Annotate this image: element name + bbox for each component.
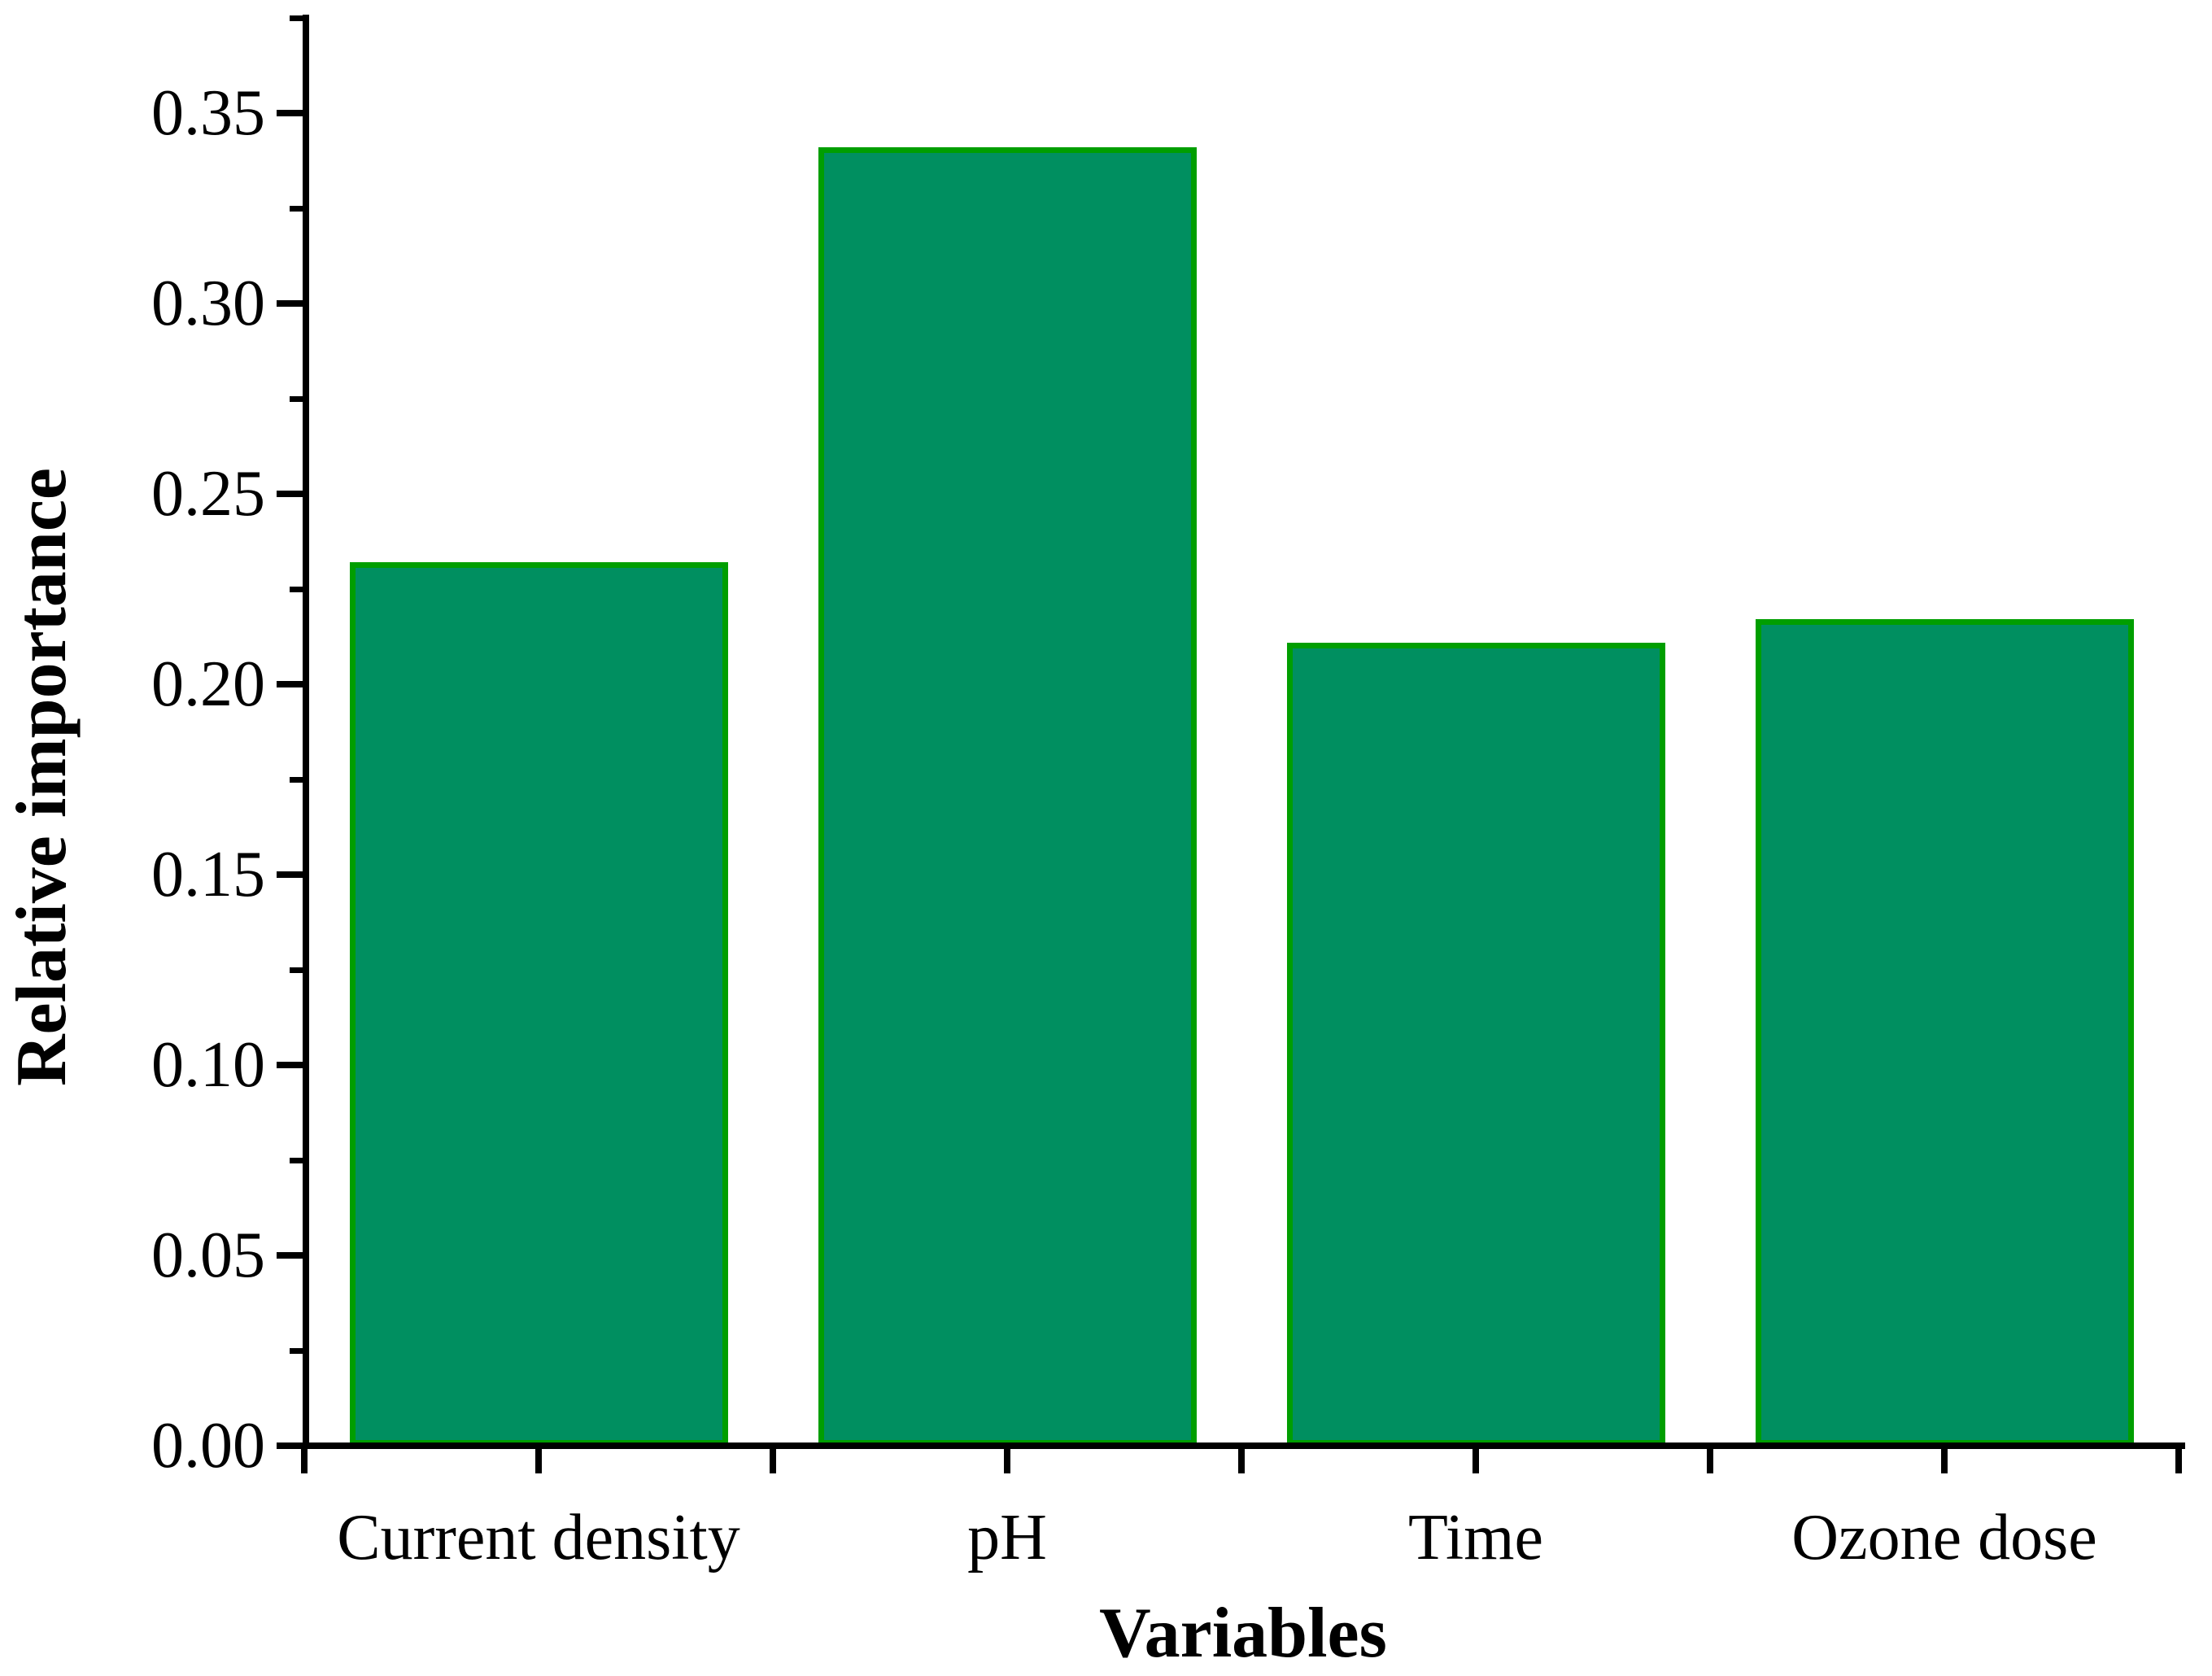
y-major-tick (277, 1062, 303, 1068)
x-tick (1238, 1449, 1245, 1473)
x-tick (1004, 1449, 1010, 1473)
y-tick-label: 0.15 (151, 839, 265, 910)
y-minor-tick (290, 396, 303, 402)
bar-current-density (349, 562, 728, 1446)
y-tick-label: 0.35 (151, 77, 265, 149)
y-major-tick (277, 1252, 303, 1259)
y-major-tick (277, 110, 303, 116)
x-axis-title: Variables (1099, 1594, 1387, 1673)
y-tick-label: 0.30 (151, 268, 265, 339)
x-tick (1941, 1449, 1948, 1473)
y-minor-tick (290, 15, 303, 21)
y-tick-label: 0.00 (151, 1410, 265, 1482)
y-axis-title: Relative importance (2, 468, 81, 1086)
bar-ph (818, 147, 1197, 1446)
y-axis-line (303, 15, 309, 1449)
y-major-tick (277, 491, 303, 497)
y-minor-tick (290, 777, 303, 783)
x-tick (770, 1449, 776, 1473)
bar-ozone-dose (1755, 619, 2134, 1446)
y-tick-label: 0.20 (151, 648, 265, 720)
y-major-tick (277, 871, 303, 878)
x-category-label: Ozone dose (1791, 1502, 2097, 1573)
x-category-label: Current density (337, 1502, 740, 1573)
y-tick-label: 0.05 (151, 1220, 265, 1291)
x-category-label: pH (967, 1502, 1047, 1573)
y-minor-tick (290, 1158, 303, 1163)
y-tick-label: 0.10 (151, 1029, 265, 1101)
y-major-tick (277, 1442, 303, 1449)
y-minor-tick (290, 206, 303, 212)
x-tick (301, 1449, 308, 1473)
x-tick (1472, 1449, 1479, 1473)
x-tick (535, 1449, 542, 1473)
x-axis-line (303, 1442, 2185, 1449)
y-major-tick (277, 681, 303, 687)
y-tick-label: 0.25 (151, 458, 265, 530)
x-tick (2175, 1449, 2182, 1473)
y-major-tick (277, 300, 303, 307)
y-minor-tick (290, 587, 303, 592)
y-minor-tick (290, 1348, 303, 1354)
x-tick (1707, 1449, 1713, 1473)
bar-time (1286, 642, 1665, 1446)
y-minor-tick (290, 967, 303, 973)
x-category-label: Time (1407, 1502, 1543, 1573)
